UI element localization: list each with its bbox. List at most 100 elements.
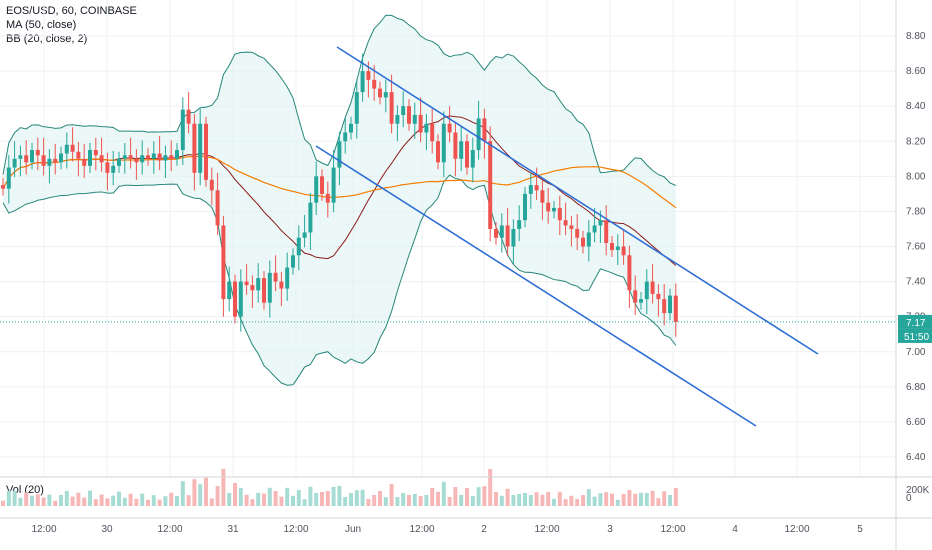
volume-bar <box>395 497 400 506</box>
candle-body <box>673 295 678 322</box>
candle-body <box>59 153 63 163</box>
time-tick-label: 2 <box>481 524 487 535</box>
candle-body <box>233 281 237 317</box>
volume-bar <box>615 499 620 506</box>
channel-upper-line <box>336 46 819 355</box>
price-tick-label: 7.40 <box>906 277 926 288</box>
volume-bar <box>639 492 643 506</box>
candle-body <box>424 123 429 133</box>
volume-bar <box>99 494 104 506</box>
volume-bar <box>204 477 208 506</box>
volume-bar <box>557 491 562 506</box>
price-tick-label: 8.00 <box>906 171 926 182</box>
volume-bar <box>53 500 58 506</box>
candle-body <box>186 109 191 124</box>
volume-bar <box>499 495 504 506</box>
candle-body <box>291 255 295 268</box>
volume-bar <box>621 494 626 506</box>
volume-bar <box>308 486 313 506</box>
volume-bar <box>302 499 307 506</box>
ma-legend[interactable]: MA (50, close) <box>6 19 77 31</box>
candle-body <box>35 150 40 156</box>
candle-body <box>76 151 81 159</box>
candle-body <box>389 92 394 124</box>
price-tick-label: 8.20 <box>906 136 926 147</box>
candle-body <box>175 150 179 159</box>
volume-bar <box>441 481 446 506</box>
candle-body <box>88 150 92 166</box>
candle-body <box>354 92 359 124</box>
volume-bar <box>349 493 353 506</box>
volume-bar <box>209 498 214 506</box>
volume-bar <box>633 493 638 506</box>
candle-body <box>302 232 307 238</box>
volume-bar <box>366 499 371 506</box>
volume-bar <box>488 469 493 506</box>
price-tick-label: 8.40 <box>906 101 926 112</box>
bollinger-lower <box>2 174 677 386</box>
candle-body <box>505 225 510 247</box>
price-tick-label: 7.00 <box>906 347 926 358</box>
candle-body <box>668 295 672 314</box>
candle-body <box>12 158 17 168</box>
volume-bar <box>88 490 92 506</box>
volume-bar <box>122 497 127 506</box>
volume-bar <box>64 491 69 506</box>
candle-body <box>412 114 417 124</box>
candle-body <box>441 123 446 163</box>
candle-body <box>30 150 34 163</box>
volume-bar <box>273 491 278 506</box>
time-tick-label: 12:00 <box>660 524 685 535</box>
volume-bar <box>354 490 359 506</box>
volume-bar <box>656 498 661 506</box>
volume-bar <box>320 492 324 506</box>
candle-body <box>157 153 162 161</box>
candle-body <box>134 158 139 163</box>
candle-body <box>325 193 330 203</box>
volume-bar <box>180 481 185 506</box>
time-tick-label: 12:00 <box>31 524 56 535</box>
volume-bar <box>337 486 342 506</box>
candle-body <box>465 141 469 168</box>
candle-body <box>615 246 620 251</box>
candle-body <box>581 237 585 247</box>
candle-body <box>204 123 208 180</box>
time-tick-label: 12:00 <box>283 524 308 535</box>
volume-bar <box>134 498 139 506</box>
candle-body <box>586 232 591 247</box>
volume-bar <box>540 494 545 506</box>
candle-body <box>198 123 203 173</box>
candle-body <box>511 228 516 247</box>
time-tick-label: 4 <box>732 524 738 535</box>
volume-bar <box>296 490 301 506</box>
volume-bar <box>117 491 121 506</box>
time-axis: 12:00 30 12:00 31 12:00 Jun 12:00 2 12:00 3 12:00 4… <box>31 524 863 535</box>
volume-bar <box>586 489 591 506</box>
candle-body <box>470 150 475 168</box>
volume-bar <box>418 496 423 506</box>
candle-body <box>320 176 324 194</box>
candle-body <box>494 228 498 238</box>
candle-body <box>436 141 440 163</box>
countdown-badge-label: 51:50 <box>904 332 929 343</box>
volume-bar <box>563 499 568 506</box>
volume-bar <box>598 493 603 506</box>
candle-body <box>244 281 249 286</box>
candle-body <box>639 299 643 303</box>
candle-body <box>82 158 87 166</box>
price-badge-label: 7.17 <box>906 318 926 329</box>
candle-body <box>552 207 556 212</box>
candle-body <box>604 220 609 243</box>
symbol-legend: EOS/USD, 60, COINBASE <box>6 5 137 17</box>
volume-bar <box>604 492 609 506</box>
price-tick-label: 6.60 <box>906 417 926 428</box>
candle-body <box>337 141 342 168</box>
candle-body <box>24 155 29 163</box>
candle-body <box>227 281 232 300</box>
volume-bar <box>569 495 574 506</box>
time-tick-label: 3 <box>607 524 613 535</box>
candle-body <box>633 290 638 303</box>
volume-bar <box>546 492 551 506</box>
candle-body <box>99 155 104 163</box>
